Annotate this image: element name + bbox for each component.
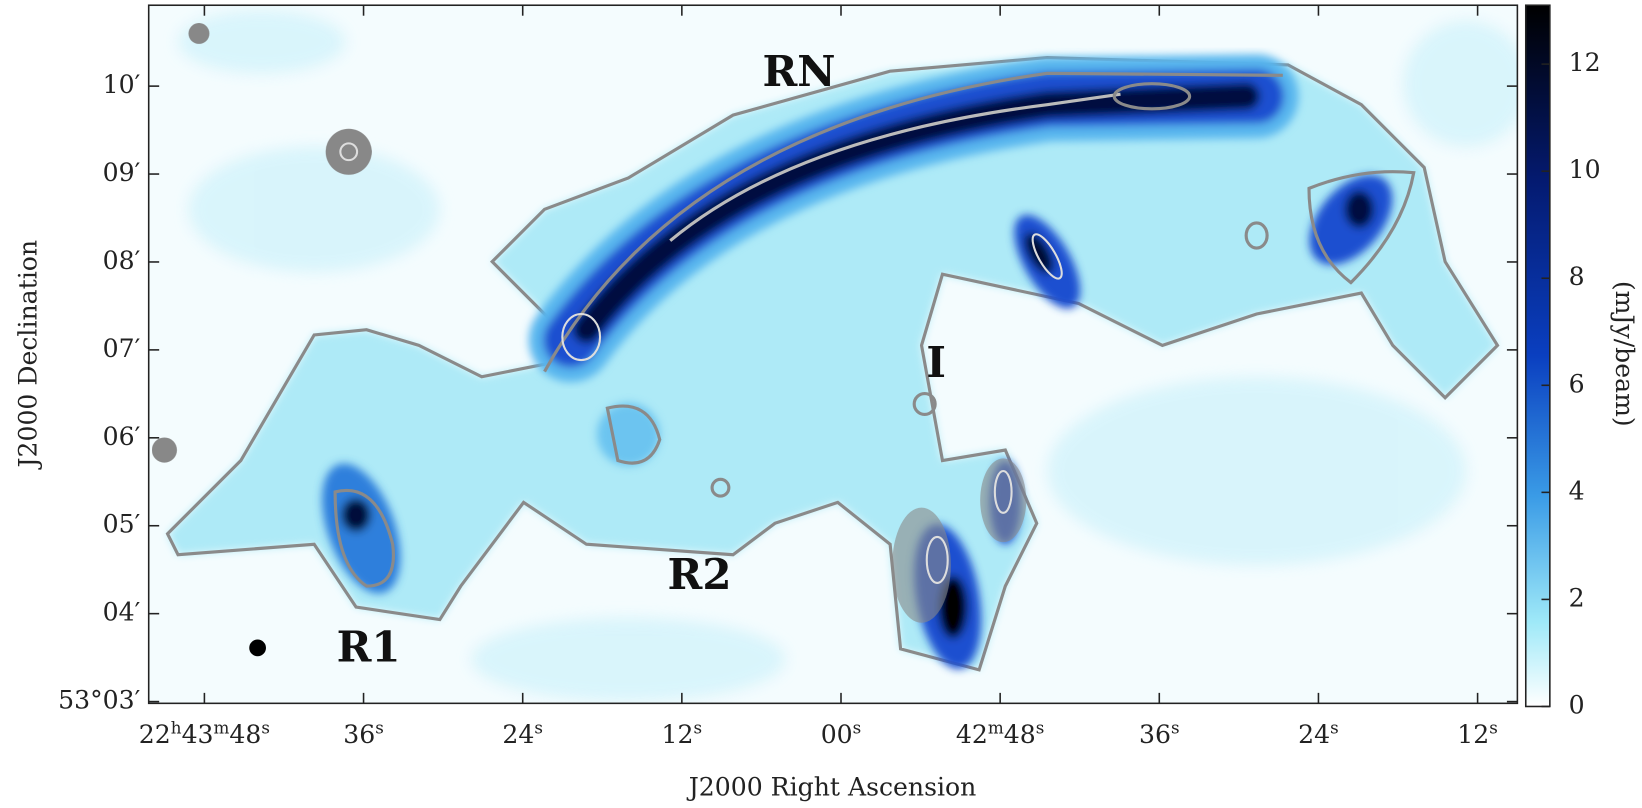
x-tick-label: 36s xyxy=(343,718,384,749)
x-tick-label: 22h43m48s xyxy=(139,718,270,749)
y-axis-label: J2000 Declination xyxy=(13,240,42,471)
colorbar-tick-label: 0 xyxy=(1569,690,1585,719)
region-label: RN xyxy=(762,47,835,96)
radio-image xyxy=(148,5,1518,704)
y-tick-label: 05′ xyxy=(103,510,141,539)
y-tick-label: 06′ xyxy=(103,422,141,451)
x-tick-label: 24s xyxy=(1298,718,1339,749)
y-tick-label: 09′ xyxy=(103,158,141,187)
colorbar-tick-label: 2 xyxy=(1569,583,1585,612)
y-tick-label: 04′ xyxy=(103,598,141,627)
x-tick-label: 00s xyxy=(821,718,862,749)
region-label: I xyxy=(926,338,946,387)
colorbar-tick-label: 4 xyxy=(1569,476,1585,505)
x-tick-label: 12s xyxy=(1457,718,1498,749)
colorbar-tick-label: 6 xyxy=(1569,369,1585,398)
colorbar-tick-label: 8 xyxy=(1569,262,1585,291)
y-tick-label: 53°03′ xyxy=(58,686,140,715)
x-tick-label: 36s xyxy=(1139,718,1180,749)
colorbar-tick-label: 10 xyxy=(1569,155,1601,184)
colorbar-label: (mJy/beam) xyxy=(1610,281,1639,427)
y-tick-label: 10′ xyxy=(103,70,141,99)
region-label: R2 xyxy=(668,550,732,599)
y-tick-label: 07′ xyxy=(103,334,141,363)
x-axis-label: J2000 Right Ascension xyxy=(686,772,977,801)
region-label: R1 xyxy=(337,622,401,671)
x-tick-label: 42m48s xyxy=(956,718,1044,749)
x-tick-label: 24s xyxy=(502,718,543,749)
y-tick-label: 08′ xyxy=(103,246,141,275)
colorbar xyxy=(1524,4,1551,708)
x-tick-label: 12s xyxy=(662,718,703,749)
colorbar-tick-label: 12 xyxy=(1569,48,1601,77)
plot-frame xyxy=(147,4,1519,705)
